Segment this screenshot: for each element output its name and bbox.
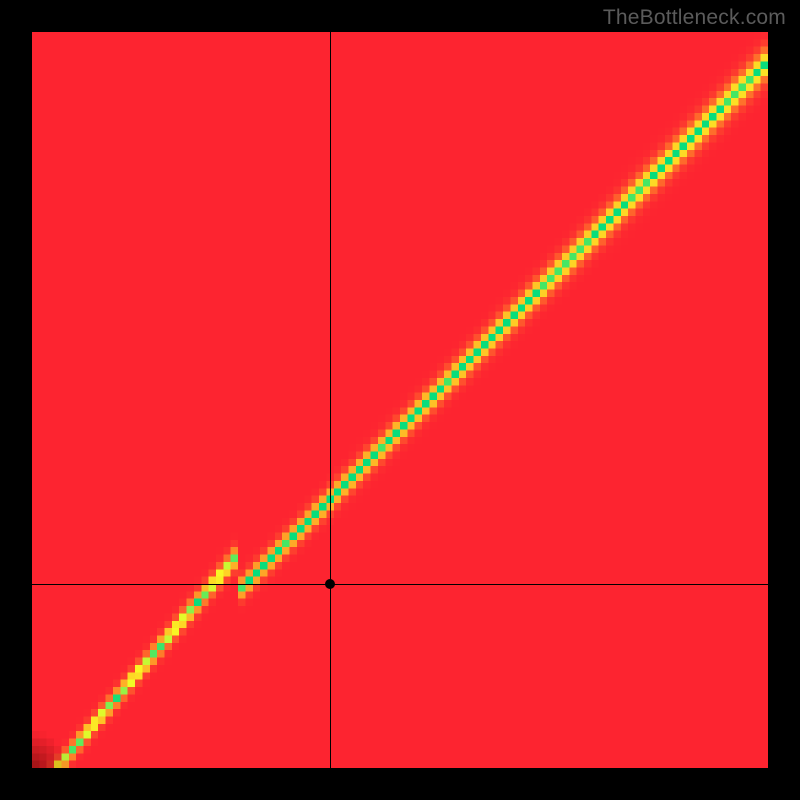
crosshair-horizontal	[32, 584, 768, 585]
watermark-label: TheBottleneck.com	[603, 6, 786, 30]
crosshair-vertical	[330, 32, 331, 768]
heatmap-area	[32, 32, 768, 768]
heatmap-canvas	[32, 32, 768, 768]
chart-frame	[0, 0, 800, 800]
